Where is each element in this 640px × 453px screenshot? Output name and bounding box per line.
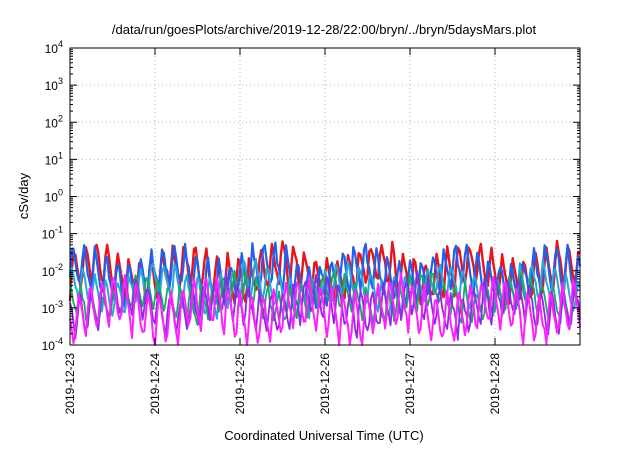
- y-tick-label: 10-1: [42, 225, 63, 242]
- data-series: [68, 239, 582, 346]
- x-tick-label: 2019-12-26: [318, 353, 332, 415]
- y-tick-label: 102: [45, 113, 63, 130]
- x-tick-label: 2019-12-23: [63, 353, 77, 415]
- y-tick-label: 10-4: [42, 336, 63, 353]
- x-tick-label: 2019-12-28: [488, 353, 502, 415]
- axis-ticks: 10-4 10-3 10-2 10-1 100 101 102 103 104 2019-12-2…: [42, 39, 580, 414]
- y-tick-label: 101: [45, 150, 63, 167]
- y-tick-label: 103: [45, 76, 63, 93]
- y-axis-label: cSv/day: [16, 172, 31, 219]
- chart-title: /data/run/goesPlots/archive/2019-12-28/2…: [112, 22, 537, 37]
- x-axis-label: Coordinated Universal Time (UTC): [224, 428, 423, 443]
- x-tick-label: 2019-12-24: [148, 353, 162, 415]
- y-tick-label: 104: [45, 39, 63, 56]
- x-tick-label: 2019-12-27: [403, 353, 417, 415]
- y-tick-label: 10-3: [42, 299, 63, 316]
- x-tick-label: 2019-12-25: [233, 353, 247, 415]
- y-tick-label: 10-2: [42, 262, 63, 279]
- series-line: [69, 270, 581, 341]
- series-line: [68, 239, 581, 306]
- y-tick-label: 100: [45, 188, 63, 205]
- series-line: [69, 269, 581, 328]
